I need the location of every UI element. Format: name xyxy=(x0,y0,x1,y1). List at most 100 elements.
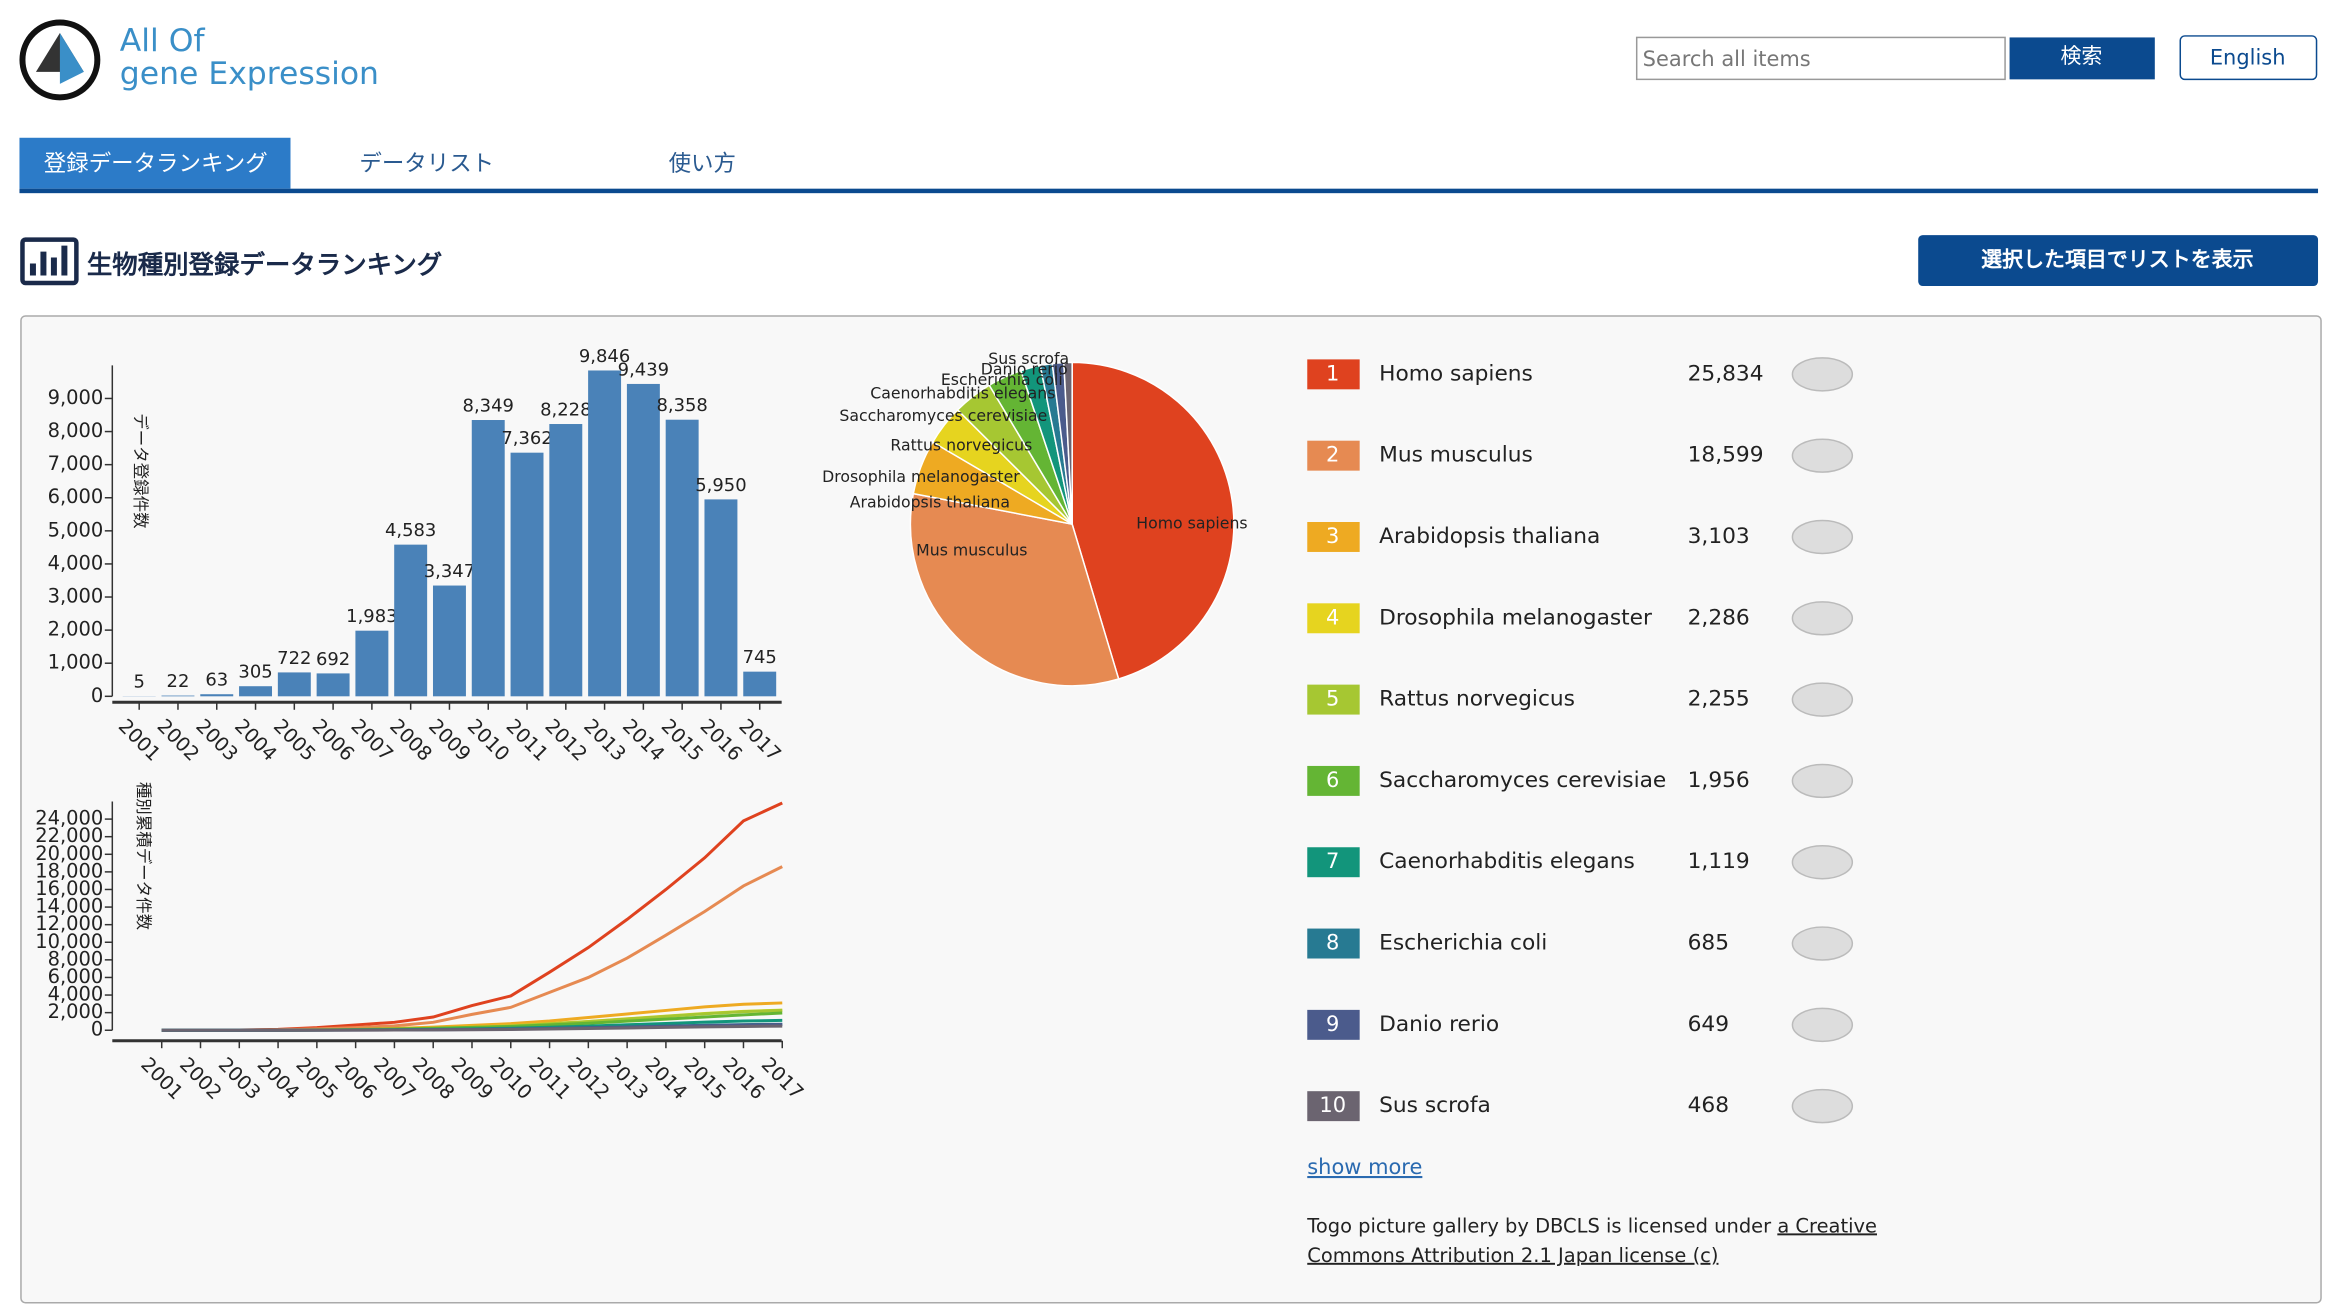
bar-value-label: 63 xyxy=(205,670,228,691)
bar xyxy=(626,383,660,697)
rank-number: 6 xyxy=(1326,768,1339,792)
bar-value-label: 5,950 xyxy=(695,475,746,496)
y-tick-label: 6,000 xyxy=(48,485,104,508)
tab-underline xyxy=(19,188,2319,194)
language-button[interactable] xyxy=(2179,35,2318,81)
species-count: 3,103 xyxy=(1688,524,1750,549)
y-tick-label: 4,000 xyxy=(48,551,104,574)
rank-badge xyxy=(1307,847,1360,878)
bar-value-label: 3,347 xyxy=(424,561,475,582)
show-more-link[interactable]: show more xyxy=(1307,1155,1422,1179)
pie-label: Caenorhabditis elegans xyxy=(870,383,1055,402)
rank-badge xyxy=(1307,765,1360,796)
tab[interactable]: 使い方 xyxy=(669,151,736,177)
pie-label: Danio rerio xyxy=(981,359,1068,378)
tab[interactable]: 登録データランキング xyxy=(44,151,268,177)
species-icon xyxy=(1791,1088,1854,1124)
species-count: 1,956 xyxy=(1688,768,1750,793)
bar xyxy=(665,419,699,697)
y-tick-label: 18,000 xyxy=(35,859,103,882)
rank-badge xyxy=(1307,1009,1360,1040)
y-tick-label: 2,000 xyxy=(48,1000,104,1023)
y-tick-label: 6,000 xyxy=(48,965,104,988)
y-tick-label: 16,000 xyxy=(35,877,103,900)
bar xyxy=(471,420,505,697)
rank-number: 3 xyxy=(1326,524,1339,548)
bar xyxy=(432,585,466,697)
y-tick-label: 7,000 xyxy=(48,452,104,475)
rank-number: 9 xyxy=(1326,1012,1339,1036)
y-axis-label: データ登録件数 xyxy=(131,413,150,528)
species-count: 649 xyxy=(1688,1012,1729,1037)
y-tick-label: 3,000 xyxy=(48,585,104,608)
search-button[interactable] xyxy=(2009,37,2155,80)
logo-text: All Of xyxy=(120,23,206,59)
species-icon xyxy=(1791,682,1854,717)
bar-value-label: 8,228 xyxy=(540,400,591,421)
species-count: 25,834 xyxy=(1688,361,1764,386)
species-icon xyxy=(1791,357,1854,392)
rank-badge xyxy=(1307,522,1360,552)
species-name[interactable]: Mus musculus xyxy=(1379,443,1533,468)
pie-slice xyxy=(1063,361,1073,525)
species-name[interactable]: Arabidopsis thaliana xyxy=(1379,524,1600,549)
bar xyxy=(394,544,428,697)
bar xyxy=(743,671,777,697)
pie-label: Escherichia coli xyxy=(941,370,1063,389)
species-name[interactable]: Danio rerio xyxy=(1379,1012,1499,1037)
species-count: 2,286 xyxy=(1688,605,1750,630)
species-icon xyxy=(1791,845,1854,880)
bar-value-label: 9,846 xyxy=(579,346,630,367)
rank-badge xyxy=(1307,440,1360,471)
y-tick-label: 10,000 xyxy=(35,930,103,953)
species-count: 468 xyxy=(1688,1093,1729,1118)
rank-number: 2 xyxy=(1326,443,1339,467)
y-tick-label: 2,000 xyxy=(48,618,104,641)
species-name[interactable]: Homo sapiens xyxy=(1379,361,1533,386)
species-name[interactable]: Rattus norvegicus xyxy=(1379,687,1575,712)
license-text: Togo picture gallery by DBCLS is license… xyxy=(1306,1214,1877,1237)
y-tick-label: 0 xyxy=(91,1018,103,1041)
bar-value-label: 9,439 xyxy=(618,359,669,380)
y-tick-label: 8,000 xyxy=(48,419,104,442)
species-name[interactable]: Saccharomyces cerevisiae xyxy=(1379,768,1666,793)
series-line xyxy=(161,1024,783,1032)
pie-label: Sus scrofa xyxy=(988,349,1069,368)
species-icon xyxy=(1791,519,1854,555)
pie-label: Rattus norvegicus xyxy=(890,436,1032,455)
y-tick-label: 22,000 xyxy=(35,824,103,847)
species-count: 18,599 xyxy=(1688,443,1764,468)
tab-active[interactable] xyxy=(19,137,291,189)
bar-value-label: 22 xyxy=(167,671,190,692)
rank-number: 1 xyxy=(1326,361,1339,385)
y-axis-label: 種別累積データ件数 xyxy=(134,782,153,930)
tab[interactable]: データリスト xyxy=(359,151,494,177)
section-icon-bars xyxy=(29,245,68,276)
species-name[interactable]: Escherichia coli xyxy=(1379,931,1547,956)
bar-value-label: 8,349 xyxy=(463,396,514,417)
species-name[interactable]: Sus scrofa xyxy=(1379,1093,1491,1118)
species-icon xyxy=(1791,601,1854,636)
rank-number: 5 xyxy=(1326,687,1339,711)
species-count: 1,119 xyxy=(1688,849,1750,874)
pie-label: Arabidopsis thaliana xyxy=(850,493,1010,512)
search-input[interactable] xyxy=(1635,36,2006,81)
species-name[interactable]: Caenorhabditis elegans xyxy=(1379,849,1635,874)
rank-number: 8 xyxy=(1326,931,1339,955)
section-icon xyxy=(20,237,79,286)
list-button[interactable] xyxy=(1918,235,2319,287)
bar xyxy=(161,695,195,697)
search-button-label: 検索 xyxy=(2060,44,2102,68)
species-icon xyxy=(1791,1007,1854,1043)
pie-slice xyxy=(1071,361,1235,680)
logo-text: gene Expression xyxy=(120,56,379,92)
license-link[interactable]: Commons Attribution 2.1 Japan license (c… xyxy=(1307,1244,1718,1267)
pie-label: Mus musculus xyxy=(916,541,1027,560)
search-placeholder: Search all items xyxy=(1643,47,1811,71)
species-icon xyxy=(1791,438,1854,473)
logo-mark-blue xyxy=(59,32,84,84)
species-name[interactable]: Drosophila melanogaster xyxy=(1379,605,1652,630)
y-tick-label: 1,000 xyxy=(48,651,104,674)
